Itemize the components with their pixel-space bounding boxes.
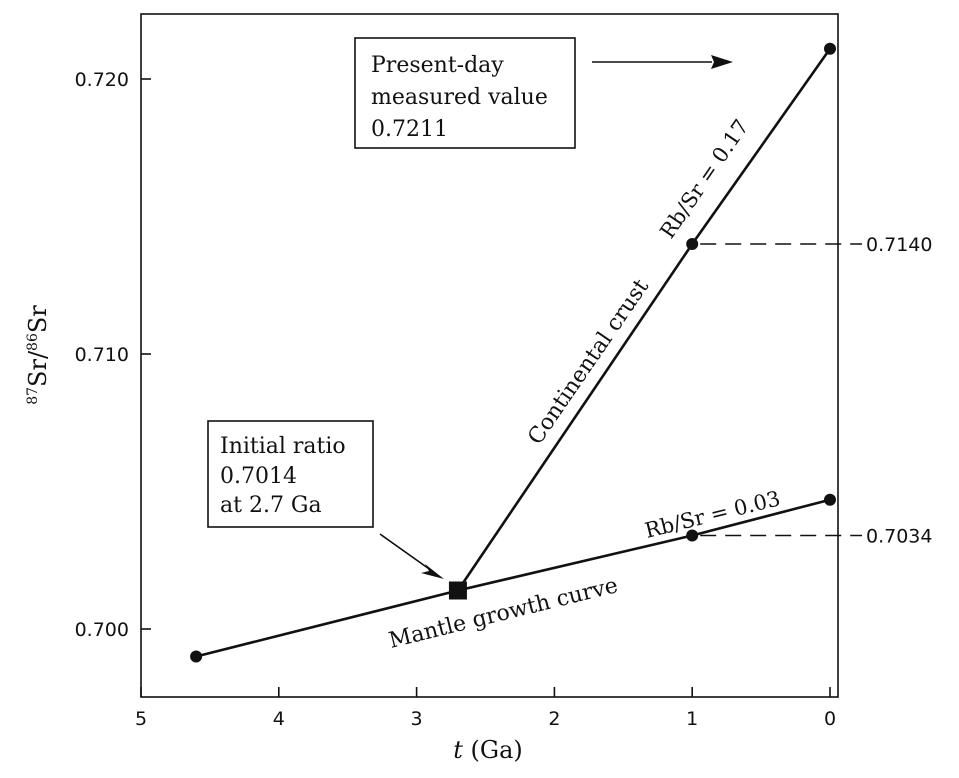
y-axis-label: 87Sr/86Sr [24, 305, 52, 405]
initial-ratio-line-1: Initial ratio [220, 434, 346, 459]
present-day-line-3: 0.7211 [371, 117, 448, 142]
x-tick-label: 0 [824, 708, 836, 730]
ref-value-mantle: 0.7034 [866, 526, 932, 548]
initial-ratio-callout: Initial ratio 0.7014 at 2.7 Ga [207, 420, 444, 579]
data-point [686, 529, 699, 542]
data-point [824, 42, 836, 55]
initial-ratio-arrowhead [421, 564, 444, 579]
data-point [190, 650, 203, 663]
initial-ratio-marker [448, 581, 467, 600]
present-day-line-2: measured value [371, 85, 548, 110]
present-day-arrowhead [711, 55, 733, 69]
initial-ratio-line-3: at 2.7 Ga [220, 493, 322, 518]
y-tick-label: 0.710 [75, 344, 129, 366]
initial-ratio-line-2: 0.7014 [220, 464, 297, 489]
x-tick-label: 4 [273, 708, 285, 730]
ref-value-crust: 0.7140 [866, 234, 932, 256]
initial-ratio-arrow [379, 533, 433, 572]
x-tick-label: 2 [548, 708, 560, 730]
reference-lines [700, 243, 862, 537]
y-tick-label: 0.700 [75, 619, 129, 641]
series-label-mantle: Mantle growth curve [386, 573, 620, 654]
present-day-callout: Present-day measured value 0.7211 [354, 37, 733, 149]
x-tick-label: 3 [411, 708, 423, 730]
y-axis-label-mid: Sr/ [24, 350, 52, 387]
y-axis-label-end: Sr [24, 305, 52, 333]
data-point [824, 493, 836, 506]
x-axis-label-var: t [453, 736, 463, 764]
data-point [686, 238, 699, 250]
present-day-box [354, 37, 576, 149]
y-tick-label: 0.720 [75, 69, 129, 91]
y-axis-label-sup1: 87 [25, 387, 41, 405]
initial-ratio-box [207, 420, 374, 528]
axis-ticks: 5 4 3 2 1 0 0.700 0.710 0.720 [75, 69, 836, 730]
y-axis-label-sup2: 86 [25, 333, 41, 351]
rb-sr-label-mantle: Rb/Sr = 0.03 [642, 486, 782, 543]
present-day-line-1: Present-day [371, 53, 504, 78]
x-axis-label-unit: (Ga) [463, 736, 523, 764]
x-tick-label: 1 [686, 708, 698, 730]
x-axis-label: t (Ga) [453, 736, 523, 764]
mantle-growth-line [195, 498, 831, 658]
plot-frame [140, 13, 839, 698]
series-label-crust: Continental crust [523, 275, 654, 450]
x-tick-label: 5 [135, 708, 147, 730]
data-points [190, 42, 836, 663]
